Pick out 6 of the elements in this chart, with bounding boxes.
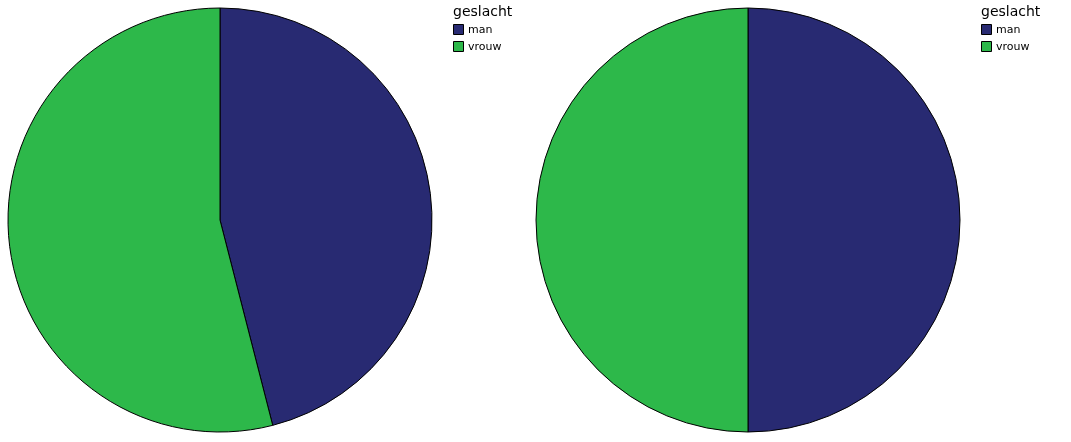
legend-label: vrouw [996,39,1030,53]
legend-label: man [468,22,493,36]
legend-title: geslacht [453,3,513,19]
legend-label: man [996,22,1021,36]
legend-title: geslacht [981,3,1041,19]
legend-label: vrouw [468,39,502,53]
